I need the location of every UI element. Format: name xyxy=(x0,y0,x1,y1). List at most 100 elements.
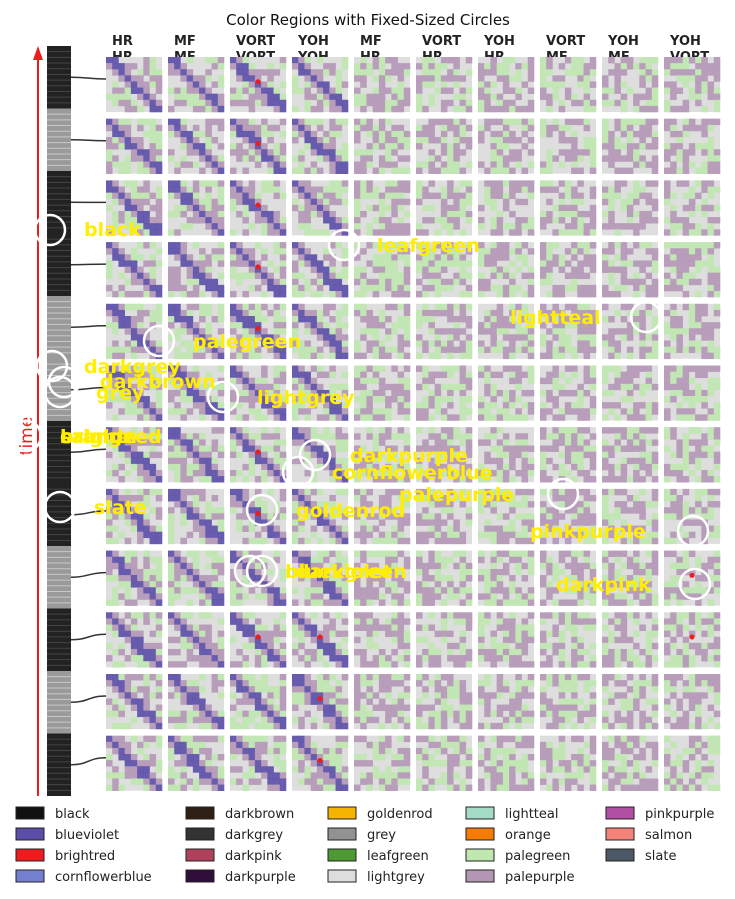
cell-block xyxy=(577,439,584,446)
cell-block xyxy=(521,63,529,70)
cell-block xyxy=(329,155,336,162)
cell-block xyxy=(360,488,367,496)
cell-block xyxy=(552,427,559,434)
cell-block xyxy=(316,198,324,206)
cell-block xyxy=(186,488,194,496)
cell-block xyxy=(124,562,132,570)
cell-block xyxy=(397,340,405,347)
cell-block xyxy=(267,260,274,267)
cell-block xyxy=(137,254,144,261)
cell-block xyxy=(403,352,411,360)
cell-block xyxy=(137,75,144,82)
cell-block xyxy=(298,118,305,126)
cell-block xyxy=(118,433,125,440)
cell-block xyxy=(106,57,113,64)
cell-block xyxy=(130,519,138,526)
cell-block xyxy=(248,439,256,446)
cell-block xyxy=(366,229,373,236)
cell-block xyxy=(682,260,690,267)
cell-block xyxy=(298,87,305,94)
cell-block xyxy=(261,124,268,132)
cell-block xyxy=(254,568,262,576)
cell-block xyxy=(682,507,690,514)
cell-block xyxy=(217,242,225,249)
cell-block xyxy=(540,513,547,520)
cell-block xyxy=(310,451,318,459)
cell-block xyxy=(360,531,367,539)
cell-block xyxy=(484,476,491,483)
cell-block xyxy=(670,433,677,440)
cell-block xyxy=(130,328,138,335)
cell-block xyxy=(434,192,442,200)
cell-block xyxy=(254,124,262,132)
cell-block xyxy=(676,377,683,385)
cell-block xyxy=(620,519,628,526)
cell-block xyxy=(174,229,181,236)
cell-block xyxy=(428,322,435,329)
cell-block xyxy=(192,217,200,224)
cell-block xyxy=(298,408,305,415)
cell-block xyxy=(124,137,132,144)
cell-block xyxy=(168,593,175,600)
cell-block xyxy=(248,99,256,107)
cell-block xyxy=(707,408,715,415)
cell-block xyxy=(478,204,485,212)
cell-block xyxy=(478,507,485,514)
cell-block xyxy=(273,352,281,360)
cell-block xyxy=(403,501,411,508)
cell-block xyxy=(168,69,175,76)
cell-block xyxy=(329,87,336,94)
cell-block xyxy=(372,439,380,446)
cell-block xyxy=(378,476,386,483)
cell-block xyxy=(180,63,187,70)
cell-block xyxy=(664,414,671,421)
cell-block xyxy=(236,513,243,520)
cell-block xyxy=(261,525,268,532)
cell-block xyxy=(236,340,243,347)
cell-block xyxy=(447,192,454,200)
cell-block xyxy=(192,87,200,94)
column-header-top: YOH xyxy=(483,34,515,49)
cell-block xyxy=(149,581,157,588)
heatmap-cell xyxy=(664,303,721,360)
cell-block xyxy=(118,575,125,582)
cell-block xyxy=(670,192,677,200)
cell-block xyxy=(490,531,497,539)
cell-block xyxy=(174,278,181,286)
cell-block xyxy=(626,537,634,545)
cell-block xyxy=(118,75,125,82)
cell-block xyxy=(254,383,262,391)
cell-block xyxy=(143,57,150,64)
cell-block xyxy=(168,272,175,280)
cell-block xyxy=(397,198,405,206)
cell-block xyxy=(682,63,690,70)
cell-block xyxy=(527,118,535,126)
cell-block xyxy=(316,383,324,391)
cell-block xyxy=(192,365,200,372)
cell-block xyxy=(236,130,243,138)
cell-block xyxy=(614,266,621,273)
cell-block xyxy=(199,290,206,298)
cell-block xyxy=(639,525,646,532)
cell-block xyxy=(199,389,206,397)
cell-block xyxy=(639,223,646,230)
cell-block xyxy=(292,137,299,144)
cell-block xyxy=(403,63,411,70)
cell-block xyxy=(124,217,132,224)
cell-block xyxy=(316,457,324,465)
cell-block xyxy=(707,377,715,385)
cell-block xyxy=(341,476,349,483)
cell-block xyxy=(670,266,677,273)
cell-block xyxy=(298,316,305,323)
cell-block xyxy=(106,260,113,267)
cell-block xyxy=(186,99,194,107)
cell-block xyxy=(304,488,311,496)
cell-block xyxy=(540,272,547,280)
cell-block xyxy=(143,587,150,594)
cell-block xyxy=(391,210,398,218)
cell-block xyxy=(502,155,510,162)
cell-block xyxy=(589,254,597,261)
cell-block xyxy=(385,118,392,126)
cell-block xyxy=(422,316,429,323)
cell-block xyxy=(192,161,200,168)
